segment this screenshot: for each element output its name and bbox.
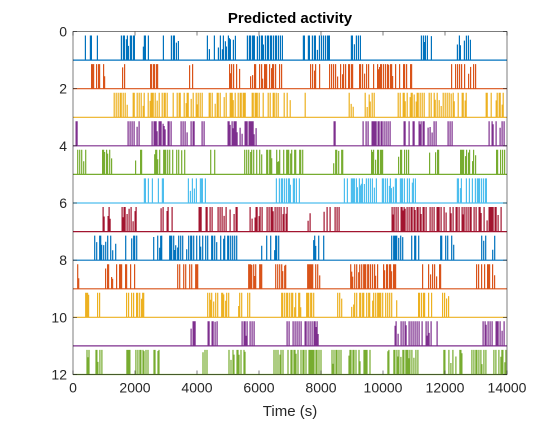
y-tick-label: 8 [59, 252, 67, 268]
x-tick-label: 6000 [243, 380, 274, 396]
trace-11 [73, 321, 507, 347]
x-tick-label: 12000 [426, 380, 465, 396]
trace-1 [73, 35, 507, 61]
trace-8 [73, 235, 507, 261]
traces [73, 35, 507, 376]
x-ticks: 0 2000 4000 6000 8000 10000 12000 14000 [69, 31, 527, 396]
trace-9 [73, 264, 507, 290]
trace-10 [73, 292, 507, 318]
y-tick-label: 2 [59, 81, 67, 97]
x-tick-label: 8000 [305, 380, 336, 396]
trace-5 [73, 149, 507, 175]
trace-3 [73, 92, 507, 118]
y-tick-label: 4 [59, 138, 67, 154]
y-tick-label: 10 [51, 309, 67, 325]
x-tick-label: 0 [69, 380, 77, 396]
trace-7 [73, 207, 507, 233]
y-tick-label: 0 [59, 24, 67, 40]
trace-12 [73, 349, 507, 376]
x-tick-label: 4000 [181, 380, 212, 396]
x-tick-label: 14000 [488, 380, 527, 396]
y-tick-label: 6 [59, 195, 67, 211]
x-tick-label: 2000 [119, 380, 150, 396]
y-ticks: 0 2 4 6 8 10 12 [51, 24, 507, 383]
trace-2 [73, 64, 507, 90]
y-tick-label: 12 [51, 367, 67, 383]
trace-6 [73, 178, 507, 204]
x-axis-label: Time (s) [263, 403, 317, 420]
chart-title: Predicted activity [228, 10, 353, 27]
x-tick-label: 10000 [364, 380, 403, 396]
trace-4 [73, 121, 507, 147]
